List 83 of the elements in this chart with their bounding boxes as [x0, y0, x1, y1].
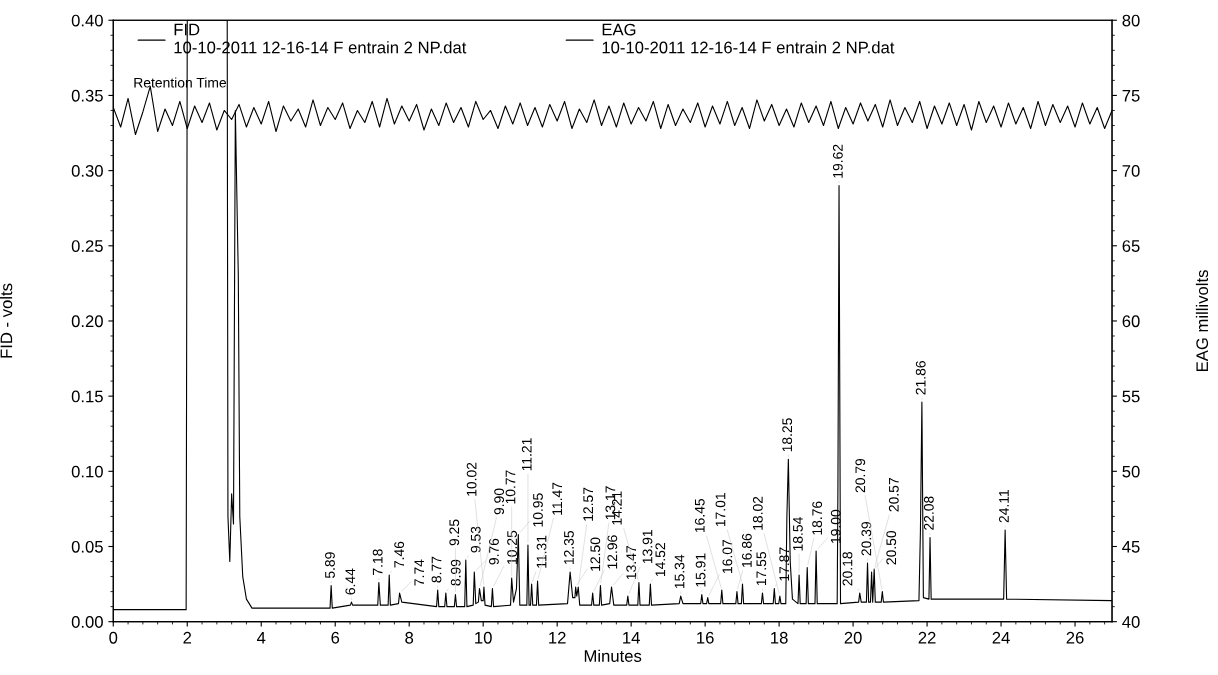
x-tick-label: 14	[623, 632, 640, 644]
annotation: 20.39	[861, 521, 872, 556]
annotation: 12.35	[564, 530, 574, 565]
annotation: 20.50	[886, 530, 897, 565]
y2-tick-label: 80	[1122, 14, 1140, 27]
annotation: 18.76	[812, 501, 823, 535]
annotation: 13.47	[626, 546, 637, 580]
y-tick-label: 0.30	[71, 165, 103, 177]
y2-tick-label: 75	[1122, 90, 1140, 102]
y2-tick-label: 65	[1122, 240, 1140, 252]
y2-tick-label: 45	[1122, 541, 1140, 553]
annotation: 9.25	[449, 519, 460, 546]
annotation: 18.25	[782, 418, 793, 452]
annotation: 7.18	[372, 549, 383, 575]
annotation: 22.08	[923, 496, 934, 530]
annotation: 18.54	[792, 517, 803, 551]
y2-tick-label: 60	[1122, 315, 1140, 328]
annotation: 17.55	[756, 551, 767, 586]
x-tick-label: 20	[844, 631, 862, 644]
x-tick-label: 0	[109, 631, 118, 644]
x-tick-label: 16	[697, 631, 714, 644]
annotation: 9.53	[470, 526, 481, 553]
annotation: 18.02	[752, 496, 763, 530]
x-tick-label: 4	[256, 632, 266, 644]
y-tick-label: 0.20	[71, 315, 103, 328]
y-tick-label: 0.10	[71, 465, 103, 478]
y-tick-label: 0.00	[71, 616, 103, 628]
annotation: 10.95	[533, 493, 543, 527]
y-tick-label: 0.35	[71, 89, 103, 102]
annotation: 12.50	[590, 537, 601, 571]
x-tick-label: 22	[918, 631, 936, 644]
annotation: 14.52	[655, 543, 666, 577]
annotation: 5.89	[325, 552, 335, 579]
annotation: 19.62	[832, 144, 843, 178]
x-tick-label: 24	[992, 631, 1010, 644]
annotation: 16.07	[722, 539, 733, 573]
x-tick-label: 2	[183, 631, 192, 644]
annotation: 9.76	[489, 538, 499, 565]
y-axis-title: FID - volts	[0, 283, 13, 358]
annotation: 15.91	[695, 553, 706, 587]
x-tick-label: 18	[771, 631, 788, 644]
annotation: 12.57	[583, 487, 594, 521]
annotation: 15.34	[674, 554, 685, 589]
annotation: 21.86	[915, 361, 926, 395]
annotation: 20.79	[855, 458, 866, 493]
y2-tick-label: 70	[1122, 165, 1140, 177]
annotation: 10.25	[507, 530, 517, 564]
annotation: 8.77	[431, 556, 442, 583]
annotation: 7.46	[394, 541, 405, 568]
annotation: 19.00	[830, 509, 841, 543]
annotation: 12.96	[607, 535, 618, 569]
legend-label: EAG 10-10-2011 12-16-14 F entrain 2 NP.dat	[602, 23, 895, 54]
y-tick-label: 0.05	[71, 540, 103, 553]
annotation: 10.02	[466, 462, 477, 496]
y-tick-label: 0.25	[71, 240, 103, 252]
annotation: 9.90	[494, 488, 505, 515]
x-tick-label: 26	[1066, 631, 1084, 644]
annotation: 20.57	[888, 478, 899, 512]
annotation: 16.45	[694, 498, 705, 533]
annotation: 11.21	[521, 438, 532, 471]
x-tick-label: 6	[331, 631, 340, 644]
y2-tick-label: 50	[1122, 465, 1140, 478]
annotation: 13.91	[642, 530, 653, 564]
y2-tick-label: 55	[1122, 390, 1140, 403]
x-tick-label: 12	[549, 631, 566, 644]
annotation: 17.01	[715, 493, 726, 527]
y2-axis-title: EAG millivolts	[1195, 270, 1209, 371]
annotation: 6.44	[345, 568, 356, 595]
annotation: 10.77	[505, 470, 516, 504]
annotation: 8.99	[450, 559, 461, 586]
annotation: 24.11	[999, 489, 1009, 523]
annotation: 11.31	[536, 535, 547, 568]
annotation: 16.86	[741, 533, 752, 567]
x-tick-label: 10	[475, 631, 492, 644]
annotation: 7.74	[414, 559, 425, 586]
annotation: 11.47	[552, 482, 562, 515]
annotation: 20.18	[842, 552, 853, 586]
y-tick-label: 0.15	[71, 390, 103, 403]
x-tick-label: 8	[405, 631, 414, 644]
y-tick-label: 0.40	[71, 14, 103, 27]
x-axis-title: Minutes	[584, 649, 642, 662]
annotation: 17.87	[779, 547, 790, 581]
y2-tick-label: 40	[1122, 616, 1140, 628]
